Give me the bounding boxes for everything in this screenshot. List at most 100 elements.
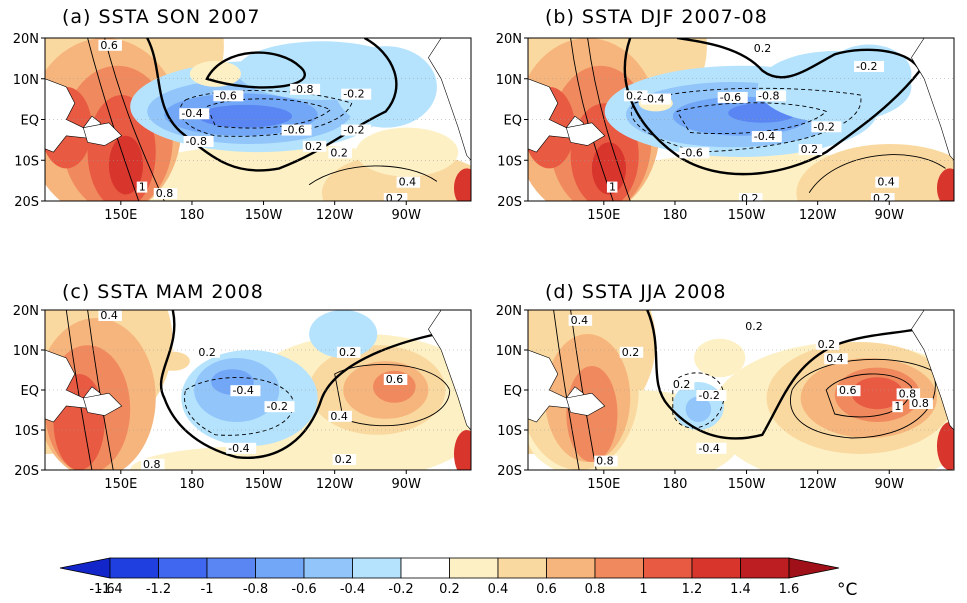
negative-contour: [630, 87, 862, 153]
colorbar-box: [400, 557, 450, 579]
land-png: [82, 392, 123, 416]
contour-label: 0.2: [873, 192, 891, 205]
lat-label: 20N: [496, 32, 522, 47]
lat-label: 20S: [14, 195, 39, 210]
contour-label: 0.2: [745, 320, 763, 333]
contour-label: 0.6: [839, 384, 857, 397]
colorbar-tick-label: 1.2: [682, 582, 703, 597]
lat-label: EQ: [504, 114, 522, 129]
colorbar-tick-label: -0.4: [340, 582, 365, 597]
land-png: [565, 122, 606, 146]
contour-label-bg: [153, 188, 178, 200]
colorbar-box: [303, 557, 353, 579]
colorbar-tick-label: 1.6: [779, 582, 800, 597]
lon-label: 150E: [587, 208, 620, 223]
lat-label: 10N: [13, 73, 39, 88]
zero-contour: [646, 310, 934, 440]
colorbar-box: [158, 557, 208, 579]
map-panel-d: 0.4 0.20.20.20.20.4-0.2 0.6 0.81 0.8-0.40.82…: [496, 304, 955, 492]
zero-contour: [623, 38, 922, 176]
lat-label: 10S: [497, 154, 522, 169]
contour-label-bg: [696, 442, 727, 454]
contour-label: -0.6: [284, 124, 305, 137]
land-americas: [428, 310, 471, 431]
contour-label-bg: [824, 353, 848, 365]
colorbar-tick-label: 1.4: [730, 582, 751, 597]
contour-label-bg: [594, 455, 618, 467]
anomaly-field-b: 0.2-0.20.2 -0.4 -0.6 -0.8-0.6-0.4-0.20.20.4…: [528, 38, 954, 205]
contour-label-bg: [341, 88, 372, 100]
land-png: [82, 122, 123, 146]
negative-contour: [676, 102, 828, 135]
lat-label: 20N: [13, 32, 39, 47]
contour-label: -0.4: [643, 93, 664, 106]
lat-label: 10S: [497, 424, 522, 439]
lon-label: 150W: [245, 208, 283, 223]
colorbar-tick-label: -0.8: [243, 582, 268, 597]
colorbar: -1.6-1.4 -1.2 -1 -0.8 -0.6 -0.4 -0.2 0.2 0.4 0.6 0…: [59, 557, 857, 600]
contour-label: 0.2: [386, 192, 404, 205]
contour-label-bg: [264, 401, 295, 413]
contour-label: -0.8: [186, 135, 207, 148]
anomaly-shading: [826, 44, 912, 104]
negative-contour: [179, 90, 353, 137]
anomaly-shading: [453, 430, 471, 470]
contour-label: 0.4: [826, 352, 844, 365]
positive-contour: [808, 154, 946, 194]
contour-label-bg: [136, 181, 148, 193]
contour-label: -0.6: [681, 146, 702, 159]
lat-label: 20N: [496, 304, 522, 319]
contour-label: 0.2: [626, 89, 644, 102]
colorbar-tick-label: -0.6: [291, 582, 316, 597]
contour-label-bg: [743, 321, 767, 333]
anomaly-shading: [189, 60, 241, 87]
negative-contour: [184, 377, 294, 436]
anomaly-shading: [309, 310, 378, 358]
contour-label-bg: [336, 346, 361, 358]
contour-label-bg: [641, 93, 672, 105]
zero-contour: [146, 38, 398, 172]
contour-label: -0.8: [292, 83, 313, 96]
contour-label: 0.8: [143, 458, 161, 471]
anomaly-shading: [796, 143, 954, 201]
contour-label-bg: [302, 140, 327, 152]
lon-label: 180: [663, 477, 688, 492]
colorbar-box: [352, 557, 402, 579]
lon-label: 150E: [104, 477, 137, 492]
colorbar-box: [449, 557, 499, 579]
negative-contour: [672, 372, 725, 429]
contour-label-bg: [670, 378, 695, 390]
contour-label: -0.4: [698, 442, 719, 455]
contour-label-bg: [341, 124, 372, 136]
lon-label: 150W: [728, 208, 766, 223]
lat-label: 10N: [496, 73, 522, 88]
colorbar-tick-label: 1: [639, 582, 647, 597]
contour-label: 0.2: [198, 346, 216, 359]
contour-label: -0.8: [758, 89, 779, 102]
anomaly-field-a: 0.6 -0.6 -0.8 -0.2 0.2 -0.4 -0.8 -0.6 -0.2 0.2 0.4…: [45, 38, 471, 205]
contour-label: 1: [894, 400, 901, 413]
colorbar-box: [497, 557, 547, 579]
contour-label: 0.4: [330, 410, 348, 423]
contour-label-bg: [751, 131, 782, 143]
lat-label: 10S: [14, 154, 39, 169]
contour-label-bg: [183, 135, 214, 147]
contour-label-bg: [396, 176, 421, 188]
contour-label-bg: [798, 144, 823, 156]
colorbar-tick-label: -1.4: [97, 582, 122, 597]
contour-label: -0.2: [267, 400, 288, 413]
contour-label: 0.8: [596, 455, 614, 468]
colorbar-box: [594, 557, 644, 579]
positive-contour: [104, 38, 165, 201]
colorbar-tick-label: 0.4: [488, 582, 509, 597]
lon-label: 90W: [392, 208, 422, 223]
anomaly-shading: [355, 127, 459, 177]
lon-label: 120W: [316, 208, 354, 223]
map-panel-c: 0.4 0.2 0.2 -0.4 -0.2 0.6 0.4 -0.4 0.2 0.8 20N 10N E…: [13, 304, 472, 492]
lon-label: 150E: [587, 477, 620, 492]
lon-label: 90W: [875, 477, 905, 492]
land-americas: [911, 310, 954, 431]
contour-label: 1: [139, 181, 146, 194]
